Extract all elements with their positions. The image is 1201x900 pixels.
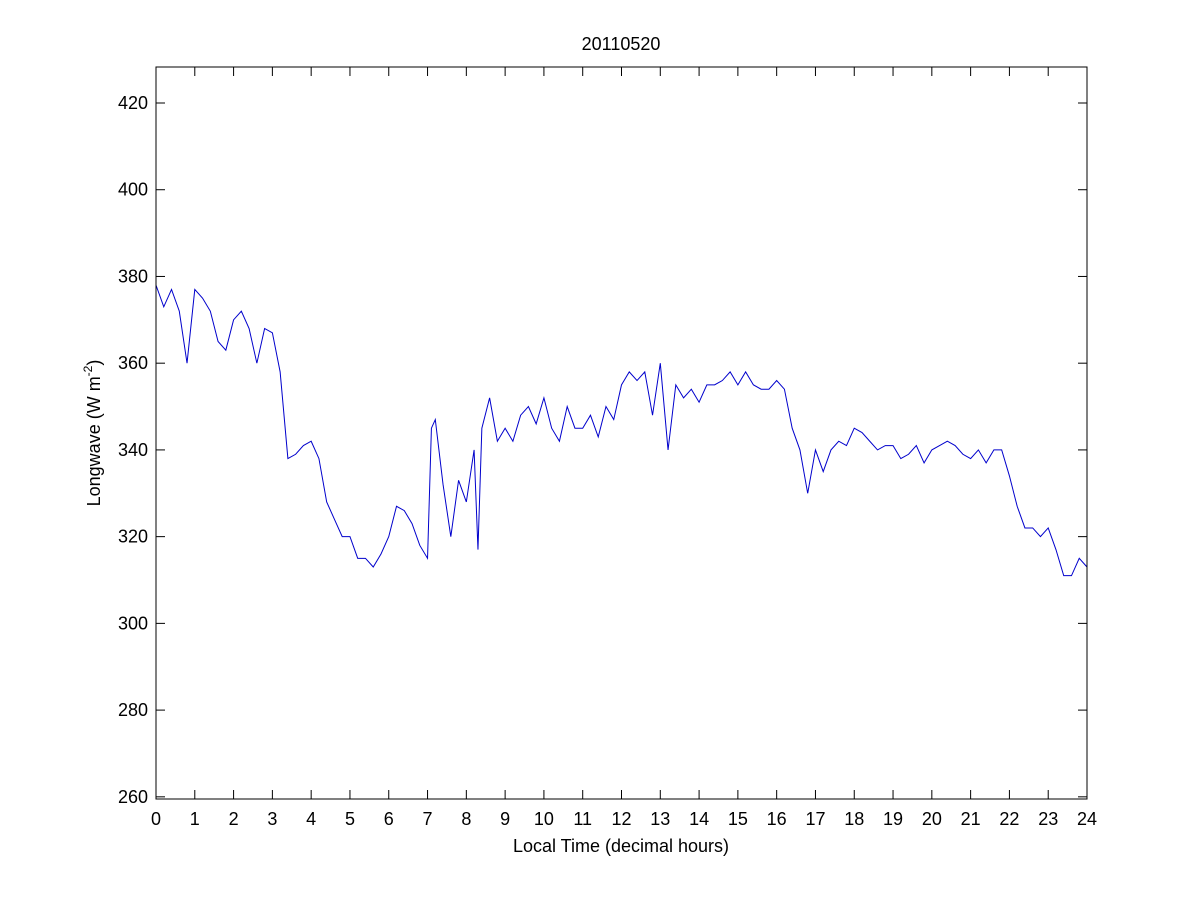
x-tick-label: 7 xyxy=(423,809,433,829)
y-tick-label: 400 xyxy=(118,180,148,200)
y-axis-label: Longwave (W m-2) xyxy=(81,360,104,507)
x-tick-label: 21 xyxy=(961,809,981,829)
y-tick-label: 380 xyxy=(118,266,148,286)
x-tick-label: 19 xyxy=(883,809,903,829)
y-label-sup: -2 xyxy=(81,365,95,376)
data-line xyxy=(155,284,1088,577)
x-tick-label: 22 xyxy=(999,809,1019,829)
y-label-end: ) xyxy=(84,360,104,366)
y-tick-label: 320 xyxy=(118,527,148,547)
plot-frame xyxy=(155,66,1088,800)
x-tick-label: 23 xyxy=(1038,809,1058,829)
chart-title: 20110520 xyxy=(582,34,661,54)
x-tick-label: 0 xyxy=(151,809,161,829)
x-tick-label: 4 xyxy=(306,809,316,829)
x-tick-label: 17 xyxy=(805,809,825,829)
y-tick-label: 420 xyxy=(118,93,148,113)
x-tick-label: 11 xyxy=(573,809,592,829)
y-tick-label: 260 xyxy=(118,787,148,807)
x-tick-label: 14 xyxy=(689,809,709,829)
x-tick-label: 13 xyxy=(650,809,670,829)
x-tick-label: 1 xyxy=(190,809,200,829)
y-tick-label: 340 xyxy=(118,440,148,460)
x-tick-label: 10 xyxy=(534,809,554,829)
x-tick-label: 6 xyxy=(384,809,394,829)
x-tick-label: 3 xyxy=(267,809,277,829)
y-label-text: Longwave (W m xyxy=(84,376,104,506)
x-tick-label: 2 xyxy=(229,809,239,829)
x-tick-label: 16 xyxy=(767,809,787,829)
x-tick-label: 15 xyxy=(728,809,748,829)
x-tick-label: 8 xyxy=(461,809,471,829)
y-tick-label: 360 xyxy=(118,353,148,373)
x-tick-label: 24 xyxy=(1077,809,1097,829)
x-tick-label: 9 xyxy=(500,809,510,829)
y-tick-label: 300 xyxy=(118,613,148,633)
x-tick-label: 5 xyxy=(345,809,355,829)
x-tick-label: 12 xyxy=(611,809,631,829)
x-axis-label: Local Time (decimal hours) xyxy=(513,836,729,856)
y-tick-label: 280 xyxy=(118,700,148,720)
x-tick-label: 18 xyxy=(844,809,864,829)
x-tick-label: 20 xyxy=(922,809,942,829)
